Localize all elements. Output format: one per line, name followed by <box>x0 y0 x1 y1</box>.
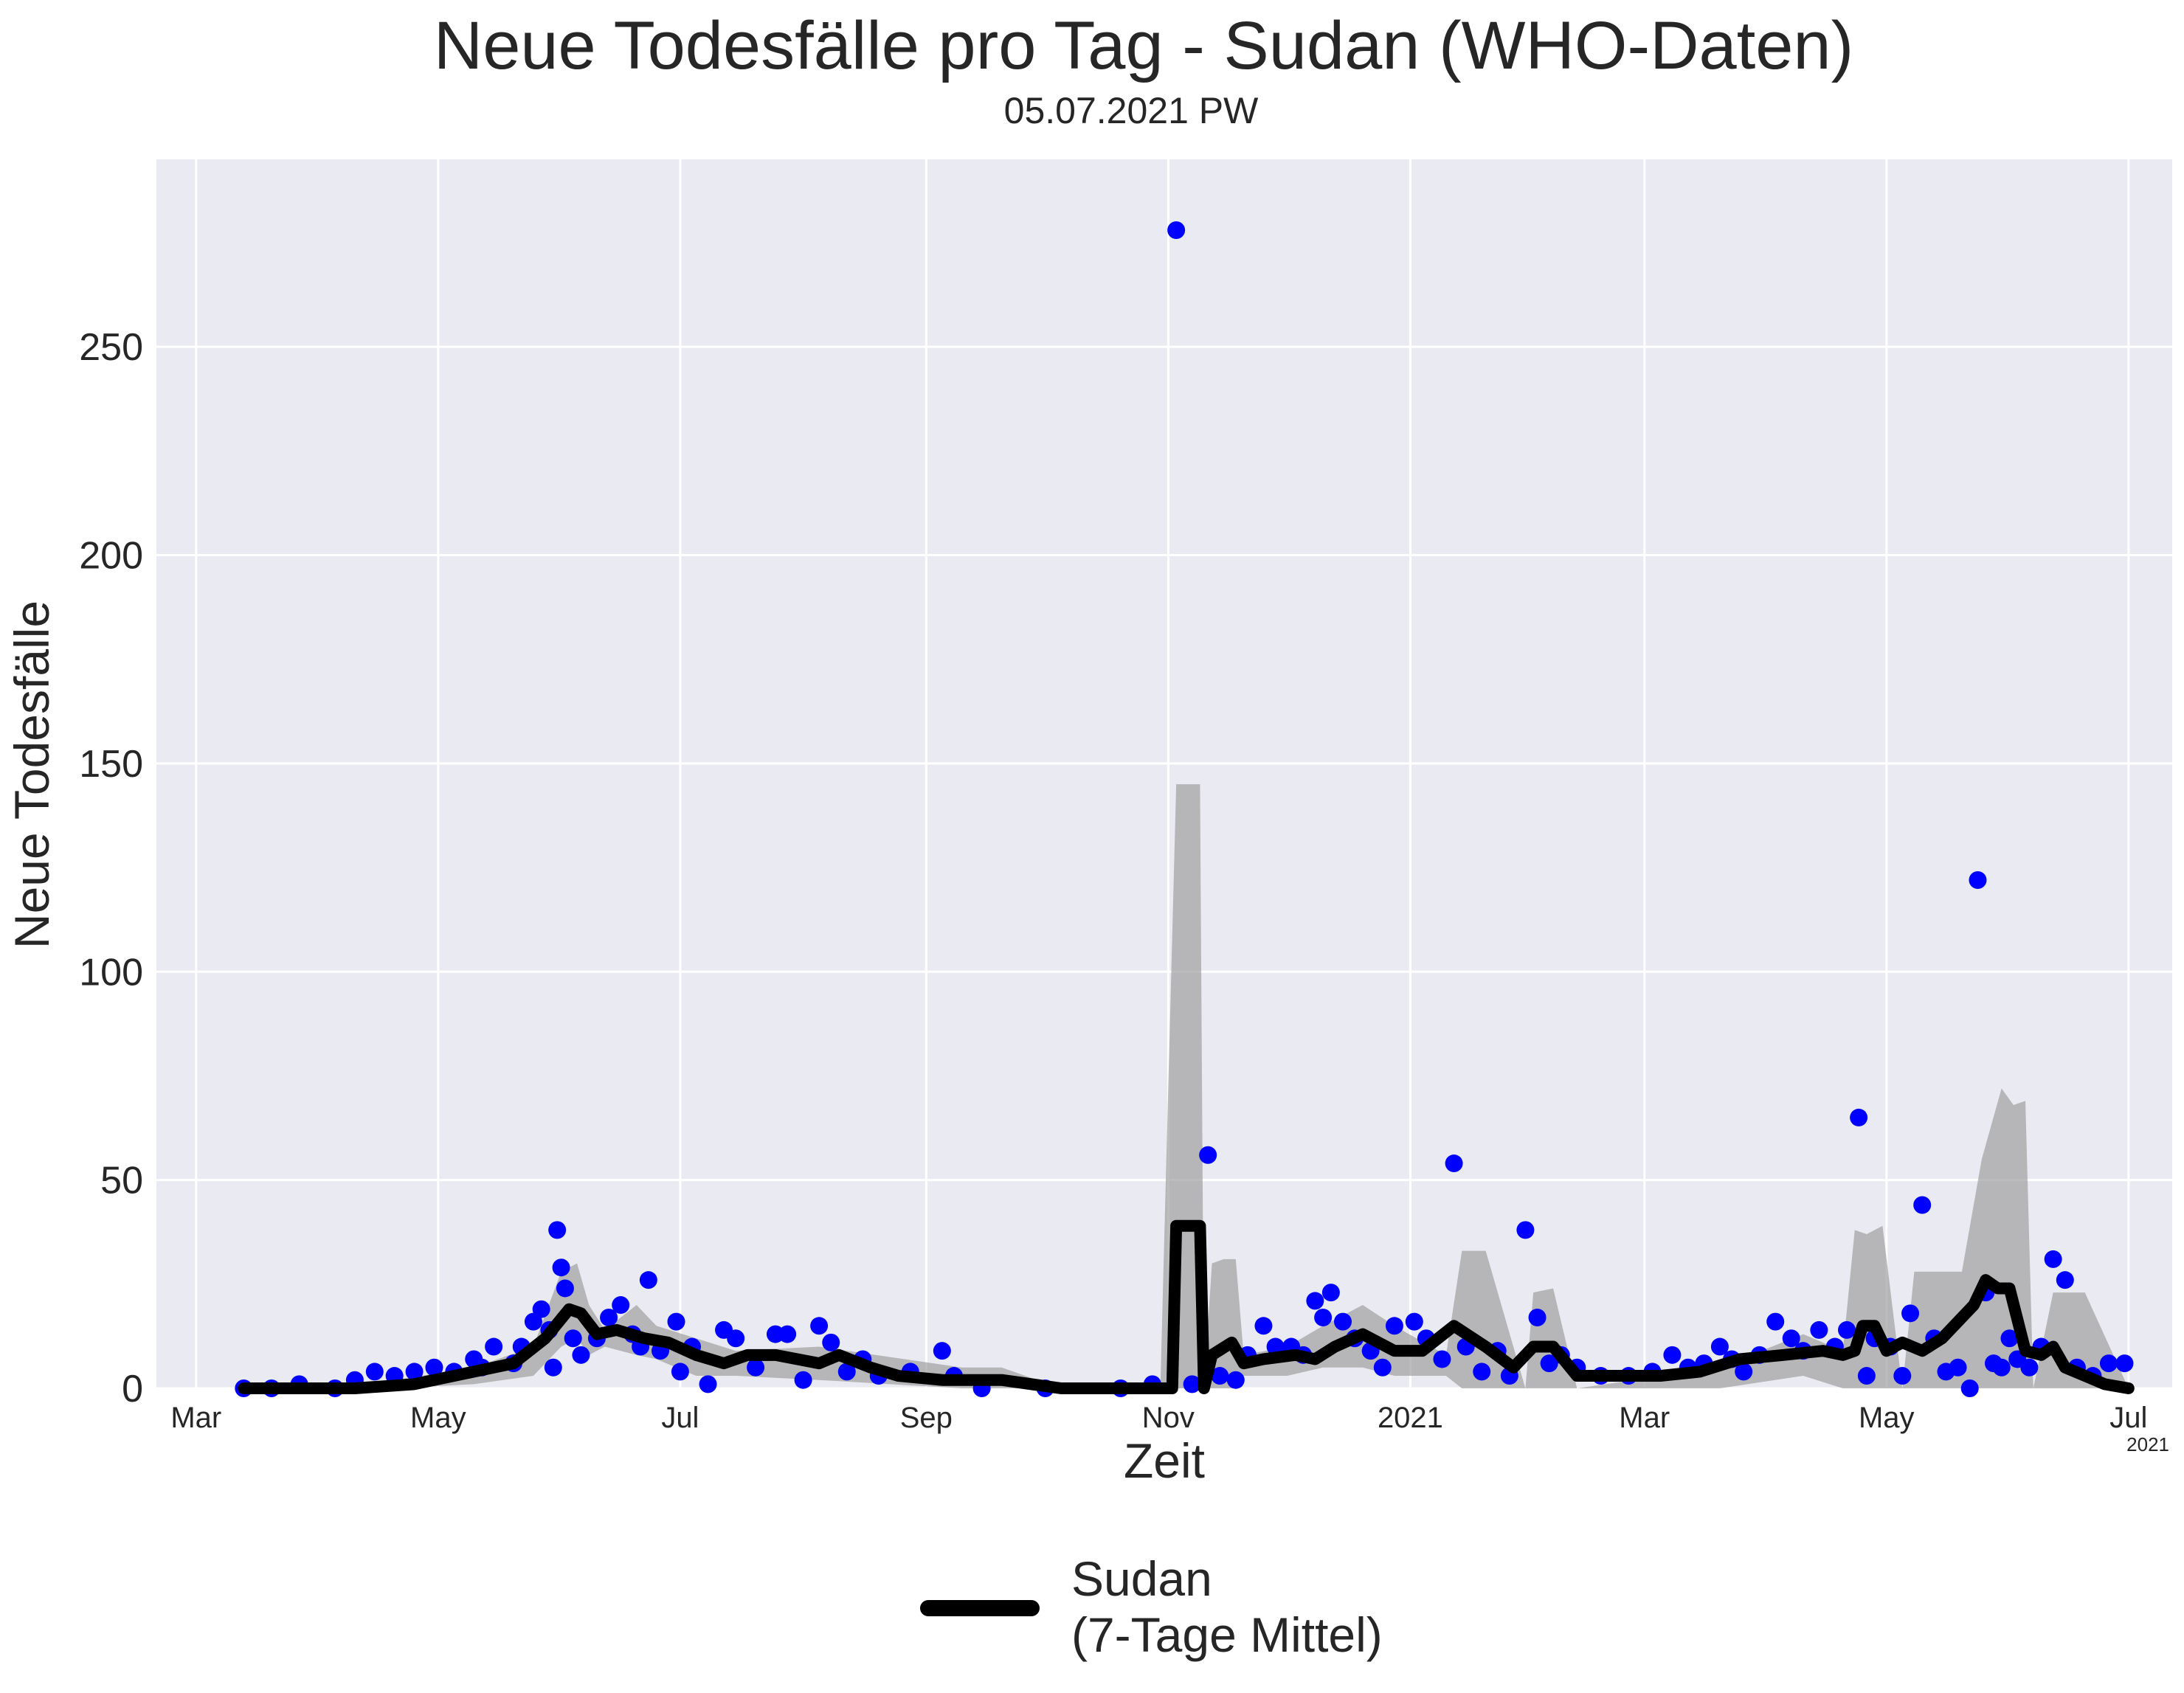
grid <box>156 159 2172 1390</box>
x-ticks: Mar May Jul Sep Nov 2021 Mar May Jul <box>170 1402 2147 1434</box>
data-point <box>1445 1154 1463 1173</box>
data-point <box>778 1325 797 1343</box>
data-point <box>2020 1358 2039 1377</box>
data-point <box>2000 1329 2019 1348</box>
std-band <box>243 784 2129 1388</box>
legend-label: Sudan (7-Tage Mittel) <box>1071 1551 1383 1662</box>
plot-area <box>156 159 2172 1388</box>
data-point <box>1949 1358 1967 1377</box>
data-point <box>1766 1312 1785 1331</box>
data-point <box>1901 1304 1920 1323</box>
data-point <box>564 1329 582 1348</box>
x-tick-label: Nov <box>1142 1402 1195 1434</box>
data-point <box>933 1342 951 1360</box>
data-point <box>1992 1358 2011 1377</box>
data-point <box>1314 1308 1333 1326</box>
data-point <box>1838 1320 1856 1339</box>
data-point <box>1893 1367 1912 1385</box>
legend: Sudan (7-Tage Mittel) <box>920 1551 1383 1662</box>
data-point <box>747 1358 765 1377</box>
data-point <box>1969 871 1987 890</box>
data-point <box>1306 1292 1324 1310</box>
y-ticks: 0 50 100 150 200 250 <box>79 326 143 1410</box>
data-point <box>2115 1354 2134 1373</box>
data-point <box>548 1221 567 1239</box>
legend-label-line: Sudan <box>1071 1551 1212 1606</box>
data-point <box>1433 1350 1451 1368</box>
y-tick-label: 150 <box>79 743 143 786</box>
data-point <box>1850 1108 1868 1126</box>
line-layer <box>238 1219 2135 1394</box>
data-point <box>667 1312 685 1331</box>
series-line-sudan <box>238 1219 2135 1394</box>
data-point <box>671 1363 689 1381</box>
data-point <box>1960 1379 1979 1397</box>
data-point <box>1373 1358 1392 1377</box>
data-point <box>837 1363 856 1381</box>
data-point <box>612 1296 630 1315</box>
band-layer <box>243 784 2129 1388</box>
y-tick-label: 0 <box>122 1368 143 1410</box>
data-point <box>532 1300 550 1318</box>
legend-label-line: (7-Tage Mittel) <box>1071 1607 1383 1662</box>
data-point <box>600 1308 618 1326</box>
data-point <box>2099 1354 2118 1373</box>
data-point <box>1167 221 1186 240</box>
data-point <box>1321 1284 1340 1302</box>
data-point <box>1199 1146 1217 1164</box>
data-point <box>1782 1329 1800 1348</box>
data-point <box>1810 1320 1828 1339</box>
data-point <box>556 1279 574 1298</box>
data-point <box>425 1358 443 1377</box>
data-point <box>1405 1312 1423 1331</box>
data-point <box>639 1271 657 1289</box>
data-point <box>1183 1375 1201 1393</box>
data-point <box>727 1329 745 1348</box>
data-point <box>552 1259 570 1277</box>
data-point <box>485 1337 503 1356</box>
data-point <box>1663 1346 1682 1364</box>
data-point <box>1913 1196 1932 1214</box>
y-tick-label: 250 <box>79 326 143 369</box>
data-point <box>405 1363 424 1381</box>
data-point <box>794 1371 812 1389</box>
data-point <box>810 1317 829 1335</box>
x-tick-label: May <box>410 1402 466 1434</box>
y-tick-label: 100 <box>79 951 143 994</box>
chart-subtitle: 05.07.2021 PW <box>1004 90 1259 131</box>
y-tick-label: 200 <box>79 535 143 578</box>
data-point <box>1516 1221 1535 1239</box>
data-point <box>1473 1363 1491 1381</box>
x-tick-label: Mar <box>170 1402 221 1434</box>
data-point <box>572 1346 590 1364</box>
x-tick-label: Jul <box>2109 1402 2147 1434</box>
x-tick-label: Jul <box>661 1402 699 1434</box>
x-tick-label: 2021 <box>1378 1402 1443 1434</box>
y-axis-label: Neue Todesfälle <box>4 600 59 949</box>
data-point <box>1254 1317 1273 1335</box>
data-point <box>1528 1308 1547 1326</box>
y-tick-label: 50 <box>100 1160 143 1202</box>
data-point <box>1334 1312 1352 1331</box>
data-point <box>699 1375 717 1393</box>
data-point <box>1857 1367 1876 1385</box>
x-axis-label: Zeit <box>1124 1433 1205 1488</box>
data-point <box>1226 1371 1245 1389</box>
data-point <box>365 1363 384 1381</box>
data-point <box>1735 1363 1753 1381</box>
chart-title: Neue Todesfälle pro Tag - Sudan (WHO-Dat… <box>434 8 1853 83</box>
x-tick-label: May <box>1859 1402 1915 1434</box>
x-axis-offset-label: 2021 <box>2126 1433 2169 1455</box>
x-tick-label: Mar <box>1619 1402 1670 1434</box>
data-point <box>1211 1367 1229 1385</box>
data-point <box>2056 1271 2074 1289</box>
data-point <box>544 1358 562 1377</box>
data-point <box>1710 1337 1729 1356</box>
data-point <box>2044 1250 2062 1268</box>
data-point <box>822 1333 840 1351</box>
data-point <box>1385 1317 1403 1335</box>
x-tick-label: Sep <box>900 1402 953 1434</box>
